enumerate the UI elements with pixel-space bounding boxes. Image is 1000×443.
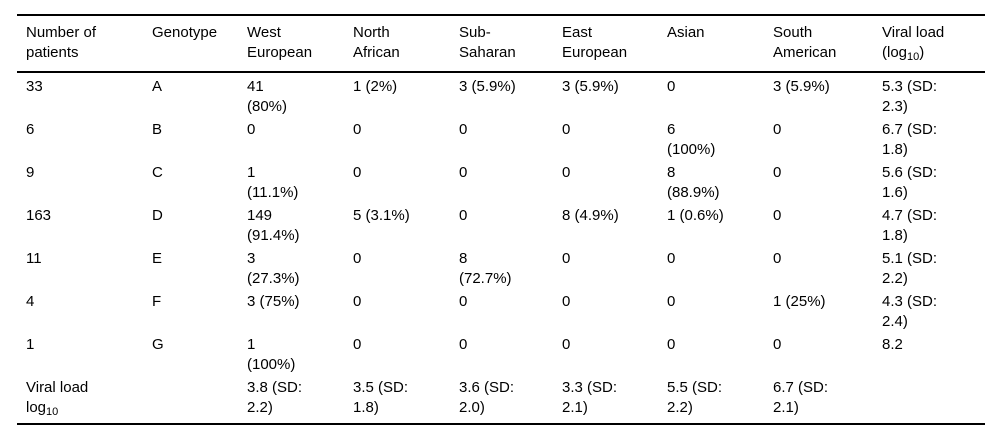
cell-east-european: 3.3 (SD: 2.1)	[562, 379, 618, 416]
cell-west-european: 3 (27.3%)	[247, 250, 300, 287]
cell-patients: 4	[26, 293, 35, 310]
cell-sub-saharan: 8 (72.7%)	[459, 250, 512, 287]
cell-genotype: B	[152, 121, 163, 138]
cell-sub-saharan: 0	[459, 207, 468, 224]
table-row-genotype-C: 9 C 1 (11.1%) 0 0 0 8 (88.9%) 0 5.6 (SD: 1.6)	[17, 159, 985, 202]
log-subscript: 10	[46, 405, 59, 418]
viral-load-header-line2: (log10)	[882, 43, 925, 63]
cell-patients: 33	[26, 78, 43, 95]
genotype-distribution-table: Number of patients Genotype West Europea…	[17, 14, 985, 425]
cell-asian: 0	[667, 293, 676, 310]
col-header-sub-saharan: Sub- Saharan	[450, 15, 553, 73]
cell-east-european: 0	[562, 336, 571, 353]
cell-patients: 163	[26, 207, 52, 224]
table-row-genotype-B: 6 B 0 0 0 0 6 (100%) 0 6.7 (SD: 1.8)	[17, 116, 985, 159]
cell-north-african: 5 (3.1%)	[353, 207, 410, 224]
table-row-genotype-F: 4 F 3 (75%) 0 0 0 0 1 (25%) 4.3 (SD: 2.4)	[17, 288, 985, 331]
cell-north-african: 0	[353, 121, 362, 138]
cell-asian: 8 (88.9%)	[667, 164, 720, 201]
cell-asian: 0	[667, 78, 676, 95]
col-header-viral-load: Viral load (log10)	[873, 15, 985, 73]
cell-north-african: 0	[353, 164, 362, 181]
cell-north-african: 0	[353, 336, 362, 353]
cell-patients: 6	[26, 121, 35, 138]
table-row-genotype-E: 11 E 3 (27.3%) 0 8 (72.7%) 0 0 0 5.1 (SD: 2.2)	[17, 245, 985, 288]
cell-south-american: 0	[773, 207, 782, 224]
cell-genotype: A	[152, 78, 163, 95]
cell-east-european: 0	[562, 250, 571, 267]
cell-west-european: 1 (11.1%)	[247, 164, 299, 201]
col-header-patients: Number of patients	[17, 15, 143, 73]
col-header-south-american: South American	[764, 15, 873, 73]
cell-sub-saharan: 0	[459, 164, 468, 181]
table-row-genotype-A: 33 A 41 (80%) 1 (2%) 3 (5.9%) 3 (5.9%) 0 3 (5.9…	[17, 72, 985, 116]
viral-load-header-line1: Viral load	[882, 24, 945, 41]
cell-east-european: 0	[562, 293, 571, 310]
cell-north-african: 0	[353, 250, 362, 267]
cell-sub-saharan: 3.6 (SD: 2.0)	[459, 379, 515, 416]
cell-asian: 0	[667, 250, 676, 267]
cell-viral-load: 5.1 (SD: 2.2)	[882, 250, 938, 287]
cell-south-american: 0	[773, 336, 782, 353]
cell-genotype: C	[152, 164, 163, 181]
header-row: Number of patients Genotype West Europea…	[17, 15, 985, 73]
cell-asian: 6 (100%)	[667, 121, 716, 158]
cell-east-european: 8 (4.9%)	[562, 207, 619, 224]
log-subscript: 10	[907, 50, 920, 63]
cell-west-european: 0	[247, 121, 256, 138]
cell-west-european: 1 (100%)	[247, 336, 296, 373]
cell-sub-saharan: 0	[459, 336, 468, 353]
col-header-west-european: West European	[238, 15, 344, 73]
cell-west-european: 3.8 (SD: 2.2)	[247, 379, 303, 416]
cell-viral-load: 4.3 (SD: 2.4)	[882, 293, 938, 330]
cell-viral-load: 4.7 (SD: 1.8)	[882, 207, 938, 244]
cell-genotype: G	[152, 336, 164, 353]
table-row-genotype-G: 1 G 1 (100%) 0 0 0 0 0 8.2	[17, 331, 985, 374]
table-summary: Viral load log10 3.8 (SD: 2.2) 3.5 (SD: 1…	[17, 374, 985, 424]
cell-viral-load: 5.6 (SD: 1.6)	[882, 164, 938, 201]
table-header: Number of patients Genotype West Europea…	[17, 15, 985, 73]
cell-asian: 1 (0.6%)	[667, 207, 724, 224]
cell-genotype	[143, 374, 238, 424]
col-header-genotype: Genotype	[143, 15, 238, 73]
col-header-north-african: North African	[344, 15, 450, 73]
cell-west-european: 41 (80%)	[247, 78, 288, 115]
cell-south-american: 6.7 (SD: 2.1)	[773, 379, 829, 416]
cell-south-american: 3 (5.9%)	[773, 78, 830, 95]
cell-north-african: 0	[353, 293, 362, 310]
cell-west-european: 3 (75%)	[247, 293, 300, 310]
cell-asian: 0	[667, 336, 676, 353]
cell-sub-saharan: 0	[459, 293, 468, 310]
cell-south-american: 0	[773, 250, 782, 267]
table-row-viral-load-summary: Viral load log10 3.8 (SD: 2.2) 3.5 (SD: 1…	[17, 374, 985, 424]
cell-viral-load: 5.3 (SD: 2.3)	[882, 78, 938, 115]
cell-patients: 9	[26, 164, 35, 181]
cell-north-african: 3.5 (SD: 1.8)	[353, 379, 409, 416]
cell-patients: 11	[26, 250, 42, 267]
cell-genotype: E	[152, 250, 163, 267]
cell-viral-load: 6.7 (SD: 1.8)	[882, 121, 938, 158]
col-header-east-european: East European	[553, 15, 658, 73]
table-row-genotype-D: 163 D 149 (91.4%) 5 (3.1%) 0 8 (4.9%) 1 (0.6%)…	[17, 202, 985, 245]
cell-east-european: 0	[562, 121, 571, 138]
cell-north-african: 1 (2%)	[353, 78, 398, 95]
cell-east-european: 3 (5.9%)	[562, 78, 619, 95]
cell-patients: 1	[26, 336, 35, 353]
table-body: 33 A 41 (80%) 1 (2%) 3 (5.9%) 3 (5.9%) 0 3 (5.9…	[17, 72, 985, 374]
cell-east-european: 0	[562, 164, 571, 181]
cell-south-american: 0	[773, 164, 782, 181]
cell-south-american: 1 (25%)	[773, 293, 826, 310]
cell-viral-load: 8.2	[882, 336, 903, 353]
cell-sub-saharan: 3 (5.9%)	[459, 78, 516, 95]
cell-west-european: 149 (91.4%)	[247, 207, 300, 244]
cell-south-american: 0	[773, 121, 782, 138]
cell-sub-saharan: 0	[459, 121, 468, 138]
cell-genotype: D	[152, 207, 163, 224]
col-header-asian: Asian	[658, 15, 764, 73]
cell-asian: 5.5 (SD: 2.2)	[667, 379, 723, 416]
cell-genotype: F	[152, 293, 162, 310]
cell-viral-load	[873, 374, 985, 424]
summary-row-label: Viral load log10	[26, 379, 89, 418]
